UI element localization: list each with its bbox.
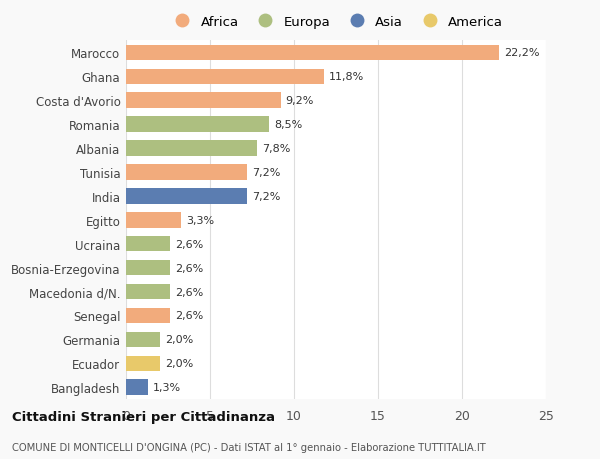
Text: COMUNE DI MONTICELLI D'ONGINA (PC) - Dati ISTAT al 1° gennaio - Elaborazione TUT: COMUNE DI MONTICELLI D'ONGINA (PC) - Dat…	[12, 442, 486, 452]
Bar	[126, 284, 170, 300]
Bar	[126, 69, 324, 85]
Bar	[126, 189, 247, 204]
Bar	[126, 141, 257, 157]
Bar	[126, 308, 170, 324]
Text: 2,6%: 2,6%	[175, 287, 203, 297]
Bar	[126, 356, 160, 371]
Text: 3,3%: 3,3%	[187, 215, 215, 225]
Legend: Africa, Europa, Asia, America: Africa, Europa, Asia, America	[166, 13, 506, 31]
Bar	[126, 45, 499, 61]
Text: 7,2%: 7,2%	[252, 168, 280, 178]
Text: 22,2%: 22,2%	[504, 48, 539, 58]
Text: Cittadini Stranieri per Cittadinanza: Cittadini Stranieri per Cittadinanza	[12, 410, 275, 423]
Bar	[126, 260, 170, 276]
Bar	[126, 117, 269, 133]
Text: 8,5%: 8,5%	[274, 120, 302, 130]
Bar	[126, 165, 247, 180]
Text: 2,6%: 2,6%	[175, 311, 203, 321]
Bar	[126, 93, 281, 109]
Bar	[126, 332, 160, 347]
Text: 2,6%: 2,6%	[175, 263, 203, 273]
Bar	[126, 213, 181, 228]
Bar	[126, 236, 170, 252]
Text: 7,8%: 7,8%	[262, 144, 290, 154]
Text: 11,8%: 11,8%	[329, 72, 365, 82]
Bar	[126, 380, 148, 395]
Text: 2,0%: 2,0%	[164, 358, 193, 369]
Text: 7,2%: 7,2%	[252, 191, 280, 202]
Text: 1,3%: 1,3%	[153, 382, 181, 392]
Text: 2,6%: 2,6%	[175, 239, 203, 249]
Text: 2,0%: 2,0%	[164, 335, 193, 345]
Text: 9,2%: 9,2%	[286, 96, 314, 106]
